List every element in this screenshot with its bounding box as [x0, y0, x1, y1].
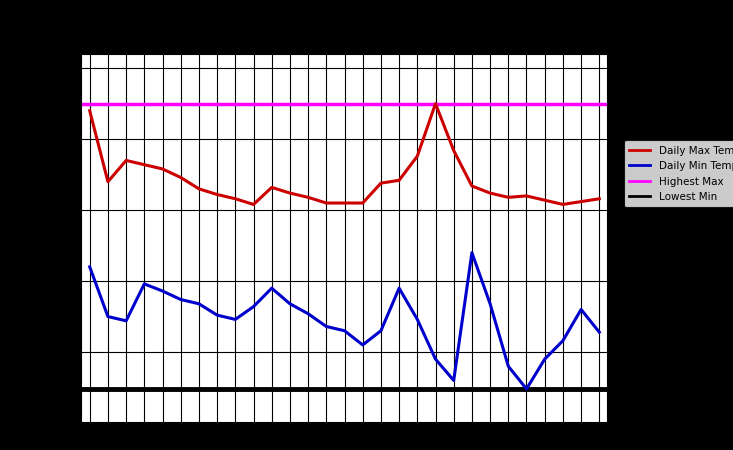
- Legend: Daily Max Temp, Daily Min Temp, Highest Max, Lowest Min: Daily Max Temp, Daily Min Temp, Highest …: [625, 140, 733, 207]
